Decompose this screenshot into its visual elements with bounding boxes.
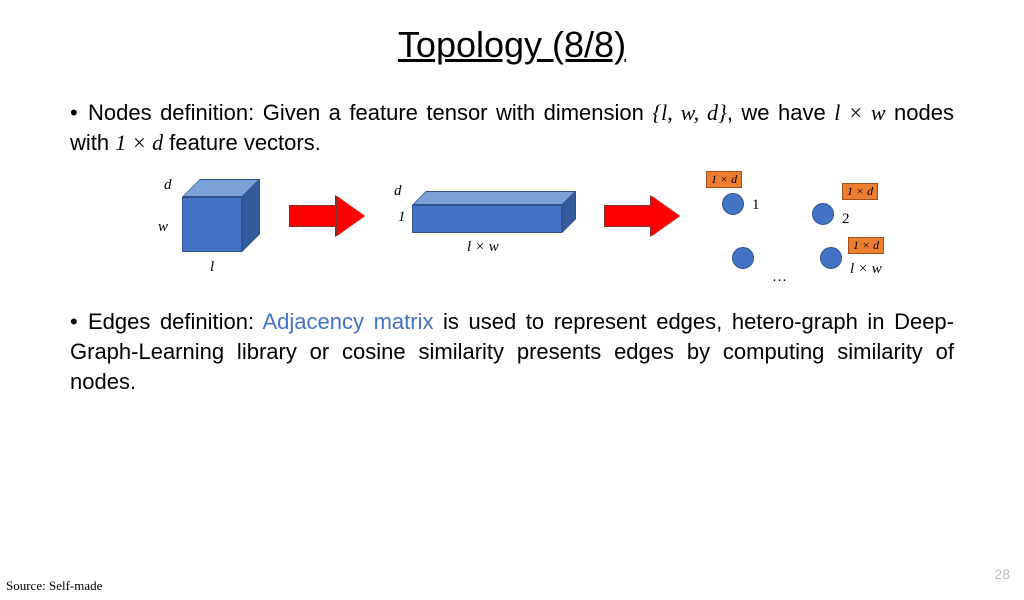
node-label-dots: … (772, 269, 787, 286)
nodes-text-suffix: feature vectors. (163, 130, 321, 155)
graph-node (820, 247, 842, 269)
nodes-1d: 1 × d (115, 130, 163, 155)
cube-label-d: d (164, 177, 172, 194)
nodes-text-mid1: , we have (727, 100, 834, 125)
edges-text-prefix: Edges definition: (88, 309, 263, 334)
slide-title: Topology (8/8) (0, 24, 1024, 66)
bullet-nodes-definition: •Nodes definition: Given a feature tenso… (70, 98, 954, 157)
page-number: 28 (994, 566, 1010, 582)
edges-highlight-term: Adjacency matrix (263, 309, 434, 334)
slab-label-lw: l × w (467, 239, 499, 256)
slab-label-one: 1 (398, 209, 406, 226)
node-label-lw: l × w (850, 261, 882, 278)
node-label-2: 2 (842, 211, 850, 228)
node-tag-1d: 1 × d (706, 171, 742, 188)
nodes-dim-set: {l, w, d} (652, 100, 726, 125)
slab-label-d: d (394, 183, 402, 200)
graph-node (732, 247, 754, 269)
node-label-1: 1 (752, 197, 760, 214)
node-tag-1d: 1 × d (848, 237, 884, 254)
graph-node (722, 193, 744, 215)
source-attribution: Source: Self-made (6, 578, 102, 594)
graph-node (812, 203, 834, 225)
nodes-lw: l × w (834, 100, 885, 125)
nodes-text-prefix: Nodes definition: Given a feature tensor… (88, 100, 652, 125)
bullet-edges-definition: •Edges definition: Adjacency matrix is u… (70, 307, 954, 396)
node-tag-1d: 1 × d (842, 183, 878, 200)
tensor-to-nodes-diagram: d w l d 1 l × w 1 × d 1 × d 1 × d 1 2 … … (72, 169, 952, 299)
cube-label-l: l (210, 259, 214, 276)
cube-label-w: w (158, 219, 168, 236)
